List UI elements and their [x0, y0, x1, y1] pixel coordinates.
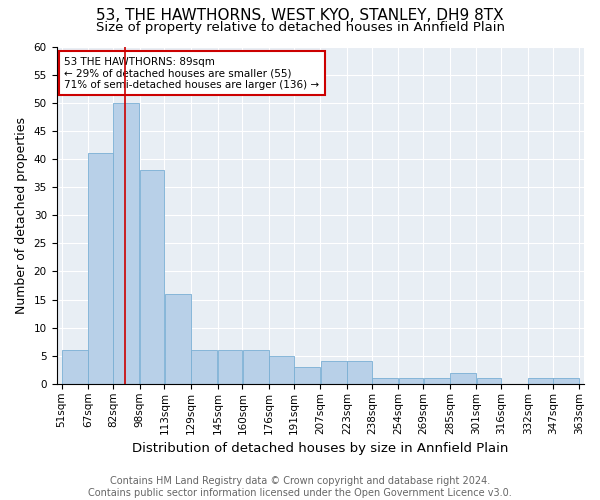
Text: Contains HM Land Registry data © Crown copyright and database right 2024.
Contai: Contains HM Land Registry data © Crown c…	[88, 476, 512, 498]
Bar	[140, 170, 164, 384]
Bar	[294, 367, 320, 384]
Bar	[347, 362, 371, 384]
Bar	[477, 378, 501, 384]
Bar	[164, 294, 191, 384]
Bar	[321, 362, 347, 384]
Bar	[191, 350, 217, 384]
Bar	[88, 154, 113, 384]
Bar	[269, 356, 293, 384]
X-axis label: Distribution of detached houses by size in Annfield Plain: Distribution of detached houses by size …	[132, 442, 509, 455]
Text: 53 THE HAWTHORNS: 89sqm
← 29% of detached houses are smaller (55)
71% of semi-de: 53 THE HAWTHORNS: 89sqm ← 29% of detache…	[64, 56, 320, 90]
Bar	[242, 350, 269, 384]
Bar	[528, 378, 553, 384]
Bar	[372, 378, 398, 384]
Text: 53, THE HAWTHORNS, WEST KYO, STANLEY, DH9 8TX: 53, THE HAWTHORNS, WEST KYO, STANLEY, DH…	[96, 8, 504, 22]
Bar	[450, 372, 476, 384]
Bar	[399, 378, 423, 384]
Text: Size of property relative to detached houses in Annfield Plain: Size of property relative to detached ho…	[95, 21, 505, 34]
Bar	[218, 350, 242, 384]
Bar	[553, 378, 579, 384]
Bar	[62, 350, 88, 384]
Y-axis label: Number of detached properties: Number of detached properties	[15, 116, 28, 314]
Bar	[424, 378, 449, 384]
Bar	[113, 102, 139, 384]
